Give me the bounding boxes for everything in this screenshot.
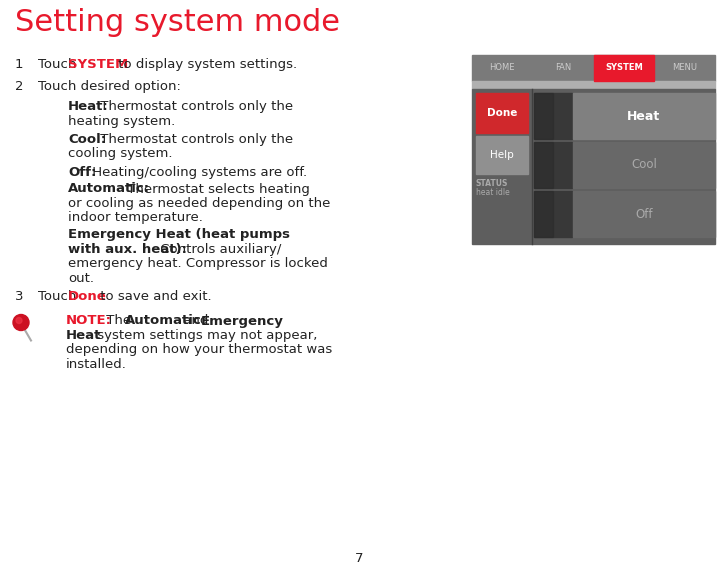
Text: Touch desired option:: Touch desired option:	[38, 80, 181, 93]
Text: STATUS: STATUS	[476, 179, 508, 188]
Text: Automatic: Automatic	[125, 315, 202, 328]
Text: Help: Help	[490, 150, 514, 160]
Text: Heating/cooling systems are off.: Heating/cooling systems are off.	[88, 166, 307, 179]
Text: Touch: Touch	[38, 290, 81, 303]
Bar	[534, 142, 572, 188]
Text: Thermostat selects heating: Thermostat selects heating	[123, 182, 310, 195]
Circle shape	[16, 318, 22, 324]
Text: and: and	[179, 315, 213, 328]
Text: Controls auxiliary/: Controls auxiliary/	[156, 242, 281, 255]
Bar	[593, 55, 654, 81]
Bar	[573, 191, 715, 237]
Text: out.: out.	[68, 272, 94, 285]
Text: Done: Done	[487, 108, 517, 118]
Text: FAN: FAN	[555, 63, 572, 72]
Text: Cool: Cool	[631, 158, 657, 171]
Text: depending on how your thermostat was: depending on how your thermostat was	[66, 344, 332, 357]
Bar	[534, 191, 553, 237]
Text: to display system settings.: to display system settings.	[114, 58, 297, 71]
Text: Off: Off	[636, 208, 653, 221]
Text: emergency heat. Compressor is locked: emergency heat. Compressor is locked	[68, 257, 328, 270]
Bar	[573, 93, 715, 139]
Circle shape	[13, 315, 29, 331]
Text: Setting system mode: Setting system mode	[15, 8, 340, 37]
Text: MENU: MENU	[672, 63, 697, 72]
Text: 2: 2	[15, 80, 24, 93]
Text: HOME: HOME	[490, 63, 515, 72]
Text: installed.: installed.	[66, 358, 127, 371]
Text: Thermostat controls only the: Thermostat controls only the	[96, 100, 293, 113]
Text: indoor temperature.: indoor temperature.	[68, 212, 203, 225]
Text: cooling system.: cooling system.	[68, 148, 173, 161]
Text: Cool:: Cool:	[68, 133, 106, 146]
Text: heat idle: heat idle	[476, 188, 510, 197]
Text: SYSTEM: SYSTEM	[68, 58, 128, 71]
Text: 7: 7	[354, 552, 363, 565]
Text: Done: Done	[68, 290, 106, 303]
Text: Off:: Off:	[68, 166, 96, 179]
Bar	[534, 142, 553, 188]
Text: 1: 1	[15, 58, 24, 71]
Text: Thermostat controls only the: Thermostat controls only the	[96, 133, 293, 146]
Text: heating system.: heating system.	[68, 114, 175, 127]
Text: Touch: Touch	[38, 58, 81, 71]
Text: Heat: Heat	[628, 109, 661, 122]
Bar	[534, 93, 553, 139]
Text: NOTE:: NOTE:	[66, 315, 112, 328]
Text: Heat:: Heat:	[68, 100, 109, 113]
Text: or cooling as needed depending on the: or cooling as needed depending on the	[68, 197, 330, 210]
Text: SYSTEM: SYSTEM	[605, 63, 643, 72]
Text: system settings may not appear,: system settings may not appear,	[93, 329, 317, 342]
Bar	[476, 93, 528, 133]
Bar	[476, 136, 528, 174]
Bar	[472, 55, 715, 81]
Text: 3: 3	[15, 290, 24, 303]
Text: Automatic:: Automatic:	[68, 182, 150, 195]
Text: Emergency Heat (heat pumps: Emergency Heat (heat pumps	[68, 228, 290, 241]
Bar	[472, 81, 715, 89]
Text: Heat: Heat	[66, 329, 101, 342]
Bar	[472, 89, 715, 244]
Bar	[534, 191, 572, 237]
Bar	[534, 93, 572, 139]
Bar	[573, 142, 715, 188]
Text: Emergency: Emergency	[201, 315, 284, 328]
Text: to save and exit.: to save and exit.	[96, 290, 211, 303]
Text: with aux. heat):: with aux. heat):	[68, 242, 187, 255]
Text: The: The	[102, 315, 135, 328]
